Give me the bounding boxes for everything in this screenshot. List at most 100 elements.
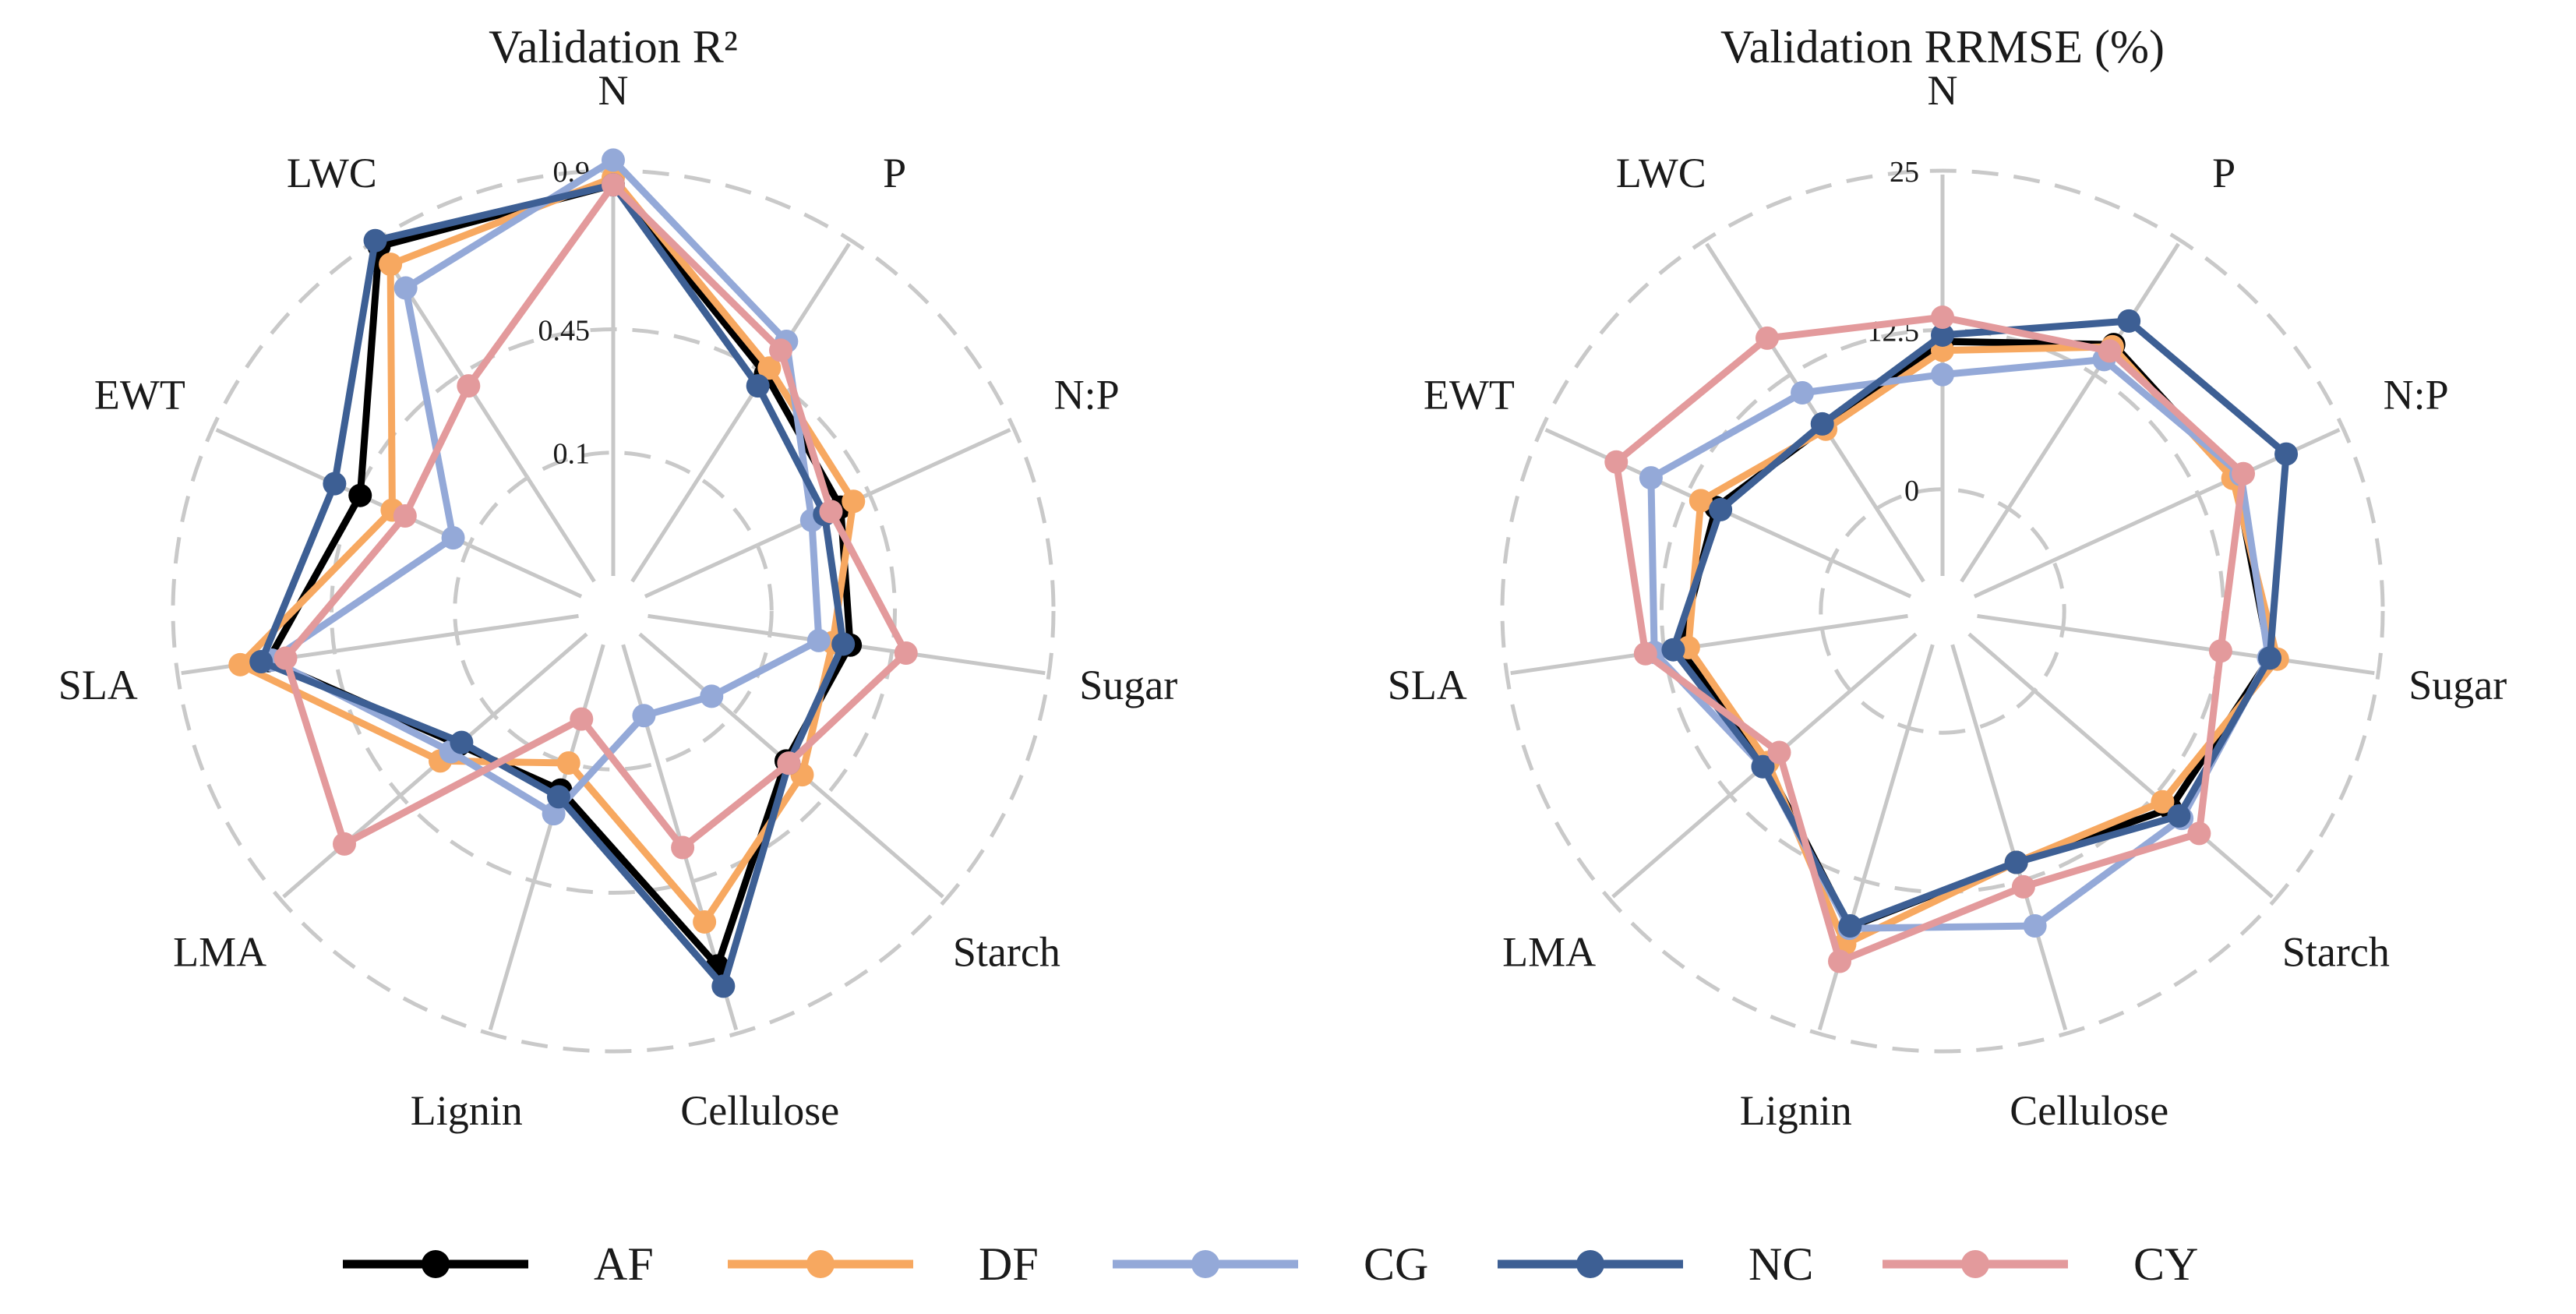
legend-item-cy: CY	[1883, 1238, 2198, 1290]
legend: AF DF CG NC CY	[343, 1238, 2198, 1290]
rrmse-series-nc	[1661, 309, 2299, 938]
rrmse-spoke-p	[1960, 242, 2180, 583]
rrmse-tick-label-0: 0	[1904, 475, 1919, 507]
legend-label-af: AF	[594, 1238, 654, 1290]
rrmse-axis-label-cellulose: Cellulose	[2010, 1087, 2168, 1134]
r2-point-df-lwc	[379, 253, 403, 277]
r2-point-nc-cellulose	[711, 974, 736, 998]
rrmse-radar-panel: Validation RRMSE (%)012.525NPN:PSugarSta…	[1388, 21, 2507, 1134]
r2-point-cy-cellulose	[671, 835, 695, 860]
r2-point-nc-sla	[249, 649, 273, 673]
rrmse-axis-label-starch: Starch	[2282, 928, 2390, 975]
legend-marker-nc	[1576, 1250, 1604, 1278]
legend-marker-af	[422, 1250, 450, 1278]
rrmse-point-cy-lignin	[1828, 949, 1852, 973]
r2-radar-panel: Validation R²0.10.450.9NPN:PSugarStarchC…	[58, 21, 1177, 1134]
legend-item-cg: CG	[1113, 1238, 1428, 1290]
rrmse-axis-label-p: P	[2212, 150, 2235, 196]
r2-axis-label-n-p: N:P	[1054, 372, 1120, 419]
rrmse-spoke-sla	[1510, 613, 1908, 676]
r2-point-nc-ewt	[323, 472, 347, 496]
rrmse-point-cy-lma	[1767, 740, 1791, 765]
legend-item-af: AF	[343, 1238, 654, 1290]
r2-axis-label-starch: Starch	[953, 928, 1060, 975]
r2-point-cy-sla	[273, 646, 298, 670]
r2-axis-label-p: P	[883, 150, 906, 196]
r2-point-cg-lwc	[393, 276, 418, 300]
r2-axis-label-n: N	[598, 67, 629, 114]
r2-series-line-df	[236, 174, 857, 926]
rrmse-axis-label-n-p: N:P	[2384, 372, 2449, 419]
r2-point-df-n-p	[842, 489, 866, 514]
r2-spoke-p	[630, 242, 851, 583]
legend-marker-cg	[1191, 1250, 1219, 1278]
r2-point-cy-ewt	[393, 503, 417, 528]
rrmse-point-nc-sla	[1661, 638, 1685, 662]
r2-point-cg-starch	[700, 684, 724, 708]
rrmse-point-cy-lwc	[1755, 326, 1779, 350]
rrmse-point-nc-ewt	[1709, 497, 1733, 521]
r2-point-cg-cellulose	[632, 704, 656, 728]
rrmse-point-nc-n	[1931, 323, 1954, 347]
r2-tick-label-1: 0.45	[538, 314, 591, 347]
rrmse-series-line-nc	[1669, 317, 2290, 930]
rrmse-chart-title: Validation RRMSE (%)	[1720, 21, 2165, 72]
rrmse-axis-label-lwc: LWC	[1616, 150, 1706, 196]
rrmse-axis-label-n: N	[1928, 67, 1958, 114]
r2-point-cy-sugar	[894, 641, 918, 666]
rrmse-gridline-ring-2	[1500, 168, 2385, 1054]
r2-point-cg-sugar	[806, 628, 831, 652]
r2-point-cg-ewt	[441, 526, 465, 550]
rrmse-spoke-lwc	[1705, 242, 1925, 583]
r2-series-line-af	[264, 181, 854, 970]
r2-axis-label-sugar: Sugar	[1079, 662, 1177, 708]
r2-point-cy-n-p	[819, 500, 843, 524]
r2-point-cy-lma	[333, 832, 357, 856]
rrmse-spoke-cellulose	[1950, 644, 2068, 1031]
rrmse-point-cg-ewt	[1639, 466, 1663, 490]
rrmse-series-line-cg	[1647, 355, 2272, 932]
r2-point-df-cellulose	[693, 910, 717, 934]
r2-axis-label-ewt: EWT	[94, 372, 185, 419]
legend-label-df: DF	[979, 1238, 1039, 1290]
rrmse-point-cy-sugar	[2208, 639, 2232, 663]
r2-axis-label-sla: SLA	[58, 662, 138, 708]
r2-point-df-lignin	[556, 751, 580, 775]
r2-tick-label-0: 0.1	[553, 438, 591, 471]
r2-series-cy	[273, 173, 918, 860]
r2-point-cy-n	[602, 173, 625, 197]
r2-gridline-ring-1	[329, 327, 898, 895]
r2-point-af-ewt	[348, 483, 372, 507]
r2-point-cy-lwc	[457, 374, 481, 398]
rrmse-point-nc-starch	[2167, 804, 2191, 828]
r2-chart-title: Validation R²	[489, 21, 738, 72]
r2-point-nc-lma	[450, 730, 474, 754]
rrmse-spoke-starch	[1967, 632, 2274, 899]
rrmse-point-nc-lwc	[1810, 412, 1834, 436]
r2-axis-label-cellulose: Cellulose	[680, 1087, 839, 1134]
r2-gridline-ring-0	[453, 450, 774, 772]
r2-series-line-nc	[257, 181, 847, 990]
rrmse-series-line-df	[1685, 343, 2281, 948]
r2-point-cy-starch	[777, 751, 801, 775]
legend-label-cg: CG	[1364, 1238, 1428, 1290]
r2-point-cy-p	[769, 338, 793, 362]
rrmse-point-cg-n	[1931, 362, 1954, 387]
r2-point-df-sla	[228, 652, 252, 676]
rrmse-point-nc-p	[2117, 309, 2141, 333]
r2-point-nc-sugar	[831, 632, 856, 656]
r2-spoke-lwc	[376, 242, 596, 583]
rrmse-axis-label-ewt: EWT	[1424, 372, 1515, 419]
rrmse-tick-label-2: 25	[1890, 156, 1919, 189]
rrmse-spoke-sugar	[1977, 613, 2375, 676]
rrmse-point-cg-cellulose	[2023, 914, 2047, 938]
rrmse-point-df-ewt	[1689, 489, 1713, 513]
rrmse-axis-label-sugar: Sugar	[2408, 662, 2507, 708]
r2-axis-label-lwc: LWC	[287, 150, 377, 196]
r2-series-line-cg	[268, 156, 823, 818]
rrmse-gridline-ring-0	[1819, 487, 2066, 735]
r2-point-cg-n	[602, 148, 625, 172]
legend-label-nc: NC	[1749, 1238, 1813, 1290]
legend-item-nc: NC	[1498, 1238, 1813, 1290]
